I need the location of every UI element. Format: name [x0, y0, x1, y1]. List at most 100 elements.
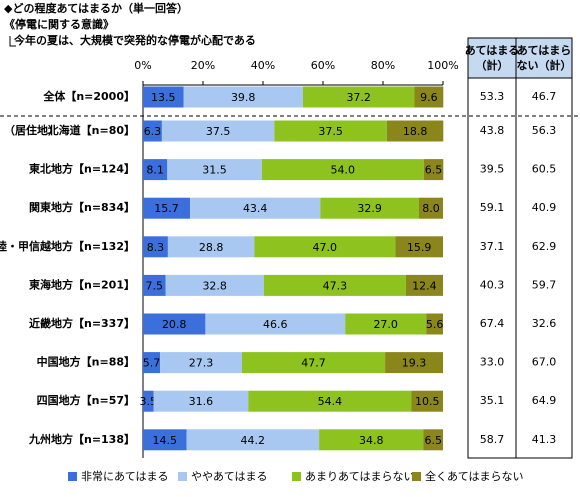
value-label: 15.7	[154, 202, 179, 215]
table-header: あてはまる	[465, 44, 520, 57]
bracket	[9, 36, 16, 47]
value-label: 27.3	[189, 357, 214, 370]
value-label: 6.5	[425, 434, 443, 447]
bar-segment	[205, 313, 346, 335]
value-label: 47.7	[301, 357, 326, 370]
table-cell: 60.5	[532, 163, 557, 176]
value-label: 20.8	[162, 318, 187, 331]
value-label: 3.5	[140, 395, 158, 408]
legend-swatch	[178, 472, 187, 481]
value-label: 43.4	[243, 202, 268, 215]
bar-segment	[190, 197, 321, 219]
table-cell: 37.1	[480, 240, 505, 253]
y-tick-label: 東北地方【n=124】	[29, 162, 135, 176]
legend-swatch	[412, 472, 421, 481]
bar-segment	[143, 120, 162, 142]
bar-segment	[183, 86, 303, 108]
bar-segment	[302, 86, 415, 108]
bar-segment	[386, 120, 444, 142]
value-label: 44.2	[241, 434, 266, 447]
legend-label: あまりあてはまらない	[305, 470, 415, 483]
bar-segment	[320, 197, 419, 219]
value-label: 37.5	[318, 125, 343, 138]
table-cell: 67.0	[532, 356, 557, 369]
table-cell: 33.0	[480, 356, 505, 369]
table-header: あてはまら	[517, 44, 572, 57]
bar-segment	[143, 352, 161, 374]
value-label: 6.5	[425, 164, 443, 177]
value-label: 39.8	[231, 91, 256, 104]
value-label: 12.4	[412, 279, 437, 292]
value-label: 27.0	[373, 318, 398, 331]
value-label: 28.8	[199, 241, 224, 254]
bar-segment	[167, 236, 255, 258]
bar-segment	[242, 352, 386, 374]
value-label: 54.0	[331, 164, 356, 177]
legend-label: 全くあてはまらない	[425, 469, 524, 483]
table-body	[467, 77, 573, 459]
value-label: 8.1	[146, 164, 164, 177]
bar-segment	[254, 236, 396, 258]
value-label: 37.5	[206, 125, 231, 138]
legend-swatch	[292, 472, 301, 481]
value-label: 34.8	[359, 434, 384, 447]
table-cell: 41.3	[532, 433, 557, 446]
table-cell: 35.1	[480, 394, 505, 407]
bar-segment	[423, 429, 443, 451]
table-header-bg	[467, 37, 573, 79]
bar-segment	[426, 313, 443, 335]
bar-segment	[263, 274, 406, 296]
value-label: 14.5	[153, 434, 178, 447]
value-label: 5.6	[426, 318, 444, 331]
x-tick-label: 80%	[371, 59, 395, 72]
bar-segment	[345, 313, 427, 335]
value-label: 32.9	[357, 202, 382, 215]
table-cell: 40.3	[480, 278, 505, 291]
table-cell: 46.7	[532, 90, 557, 103]
table-cell: 67.4	[480, 317, 505, 330]
table-cell: 56.3	[532, 124, 557, 137]
value-label: 13.5	[151, 91, 176, 104]
value-label: 18.8	[403, 125, 428, 138]
table-cell: 39.5	[480, 163, 505, 176]
value-label: 31.5	[202, 164, 227, 177]
bar-segment	[186, 429, 320, 451]
bar-segment	[395, 236, 443, 258]
bar-segment	[160, 352, 242, 374]
bar-segment	[167, 159, 262, 181]
bar-segment	[143, 390, 154, 412]
value-label: 31.6	[189, 395, 214, 408]
value-label: 7.5	[146, 279, 164, 292]
table-header: （計）	[476, 58, 509, 72]
y-tick-label: 北海道【n=80】	[48, 123, 135, 137]
bar-segment	[405, 274, 443, 296]
bar-segment	[385, 352, 443, 374]
bar-segment	[261, 159, 424, 181]
table-cell: 32.6	[532, 317, 557, 330]
group-label: （居住地）	[4, 123, 59, 137]
y-tick-label: 全体【n=2000】	[42, 89, 135, 103]
bar-segment	[165, 274, 264, 296]
y-tick-label: 近畿地方【n=337】	[29, 316, 135, 330]
bar-segment	[419, 197, 443, 219]
bar-segment	[143, 86, 184, 108]
value-label: 19.3	[402, 357, 427, 370]
bar-segment	[319, 429, 424, 451]
bar-segment	[248, 390, 412, 412]
table-cell: 64.9	[532, 394, 557, 407]
y-tick-label: 北陸・甲信越地方【n=132】	[0, 239, 135, 253]
table-cell: 58.7	[480, 433, 505, 446]
value-label: 8.0	[422, 202, 440, 215]
y-tick-label: 九州地方【n=138】	[28, 432, 135, 446]
bar-segment	[423, 159, 444, 181]
x-tick-label: 20%	[191, 59, 215, 72]
value-label: 8.3	[147, 241, 165, 254]
x-tick-label: 60%	[311, 59, 335, 72]
chart-subtitle: 《停電に関する意識》	[4, 17, 114, 31]
table-cell: 53.3	[480, 90, 505, 103]
value-label: 32.8	[202, 279, 227, 292]
legend-swatch	[68, 472, 77, 481]
bar-segment	[143, 159, 168, 181]
value-label: 6.3	[144, 125, 162, 138]
